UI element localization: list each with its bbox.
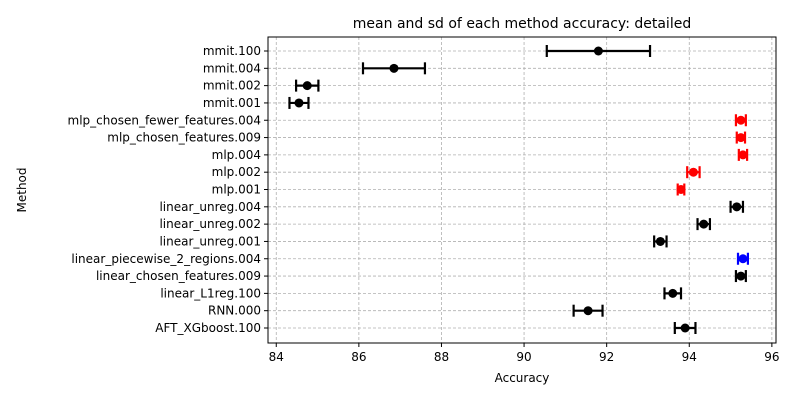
y-tick-label: AFT_XGboost.100 (155, 321, 261, 335)
mean-point (389, 63, 399, 73)
x-tick-label: 88 (434, 350, 449, 364)
errorbar-linear-unreg-002 (696, 218, 712, 231)
x-tick-label: 90 (516, 350, 531, 364)
errorbar-linear-unreg-001 (653, 235, 668, 248)
errorbar-mlp-004 (737, 148, 749, 161)
errorbar-mmit-002 (294, 79, 320, 92)
grid (268, 37, 776, 343)
mean-point (302, 81, 312, 91)
y-tick-label: mlp.002 (212, 165, 261, 179)
errorbar-aft-xgboost-100 (673, 322, 697, 334)
mean-point (738, 254, 748, 264)
x-tick-label: 96 (764, 350, 779, 364)
y-tick-label: linear_L1reg.100 (160, 286, 261, 300)
y-tick-label: mlp.001 (212, 183, 261, 197)
x-tick-label: 84 (269, 350, 284, 364)
errorbar-linear-chosen-features-009 (734, 270, 747, 283)
errorbar-mlp-chosen-features-009 (735, 131, 747, 144)
mean-point (738, 150, 748, 160)
errorbar-linear-l1reg-100 (663, 287, 683, 300)
y-tick-label: mmit.004 (203, 61, 261, 75)
mean-point (732, 202, 742, 212)
y-tick-label: linear_unreg.001 (159, 234, 261, 248)
x-tick-label: 86 (351, 350, 366, 364)
y-tick-label: linear_piecewise_2_regions.004 (71, 252, 261, 266)
errorbar-linear-unreg-004 (729, 200, 745, 213)
y-axis-ticks: mmit.100 mmit.004 mmit.002 mmit.001 mlp_chos… (68, 44, 268, 335)
plot-marks (288, 45, 750, 334)
y-axis-label: Method (15, 167, 29, 212)
errorbar-mmit-004 (361, 62, 427, 75)
y-tick-label: mlp.004 (212, 148, 261, 162)
y-tick-label: mmit.001 (203, 96, 261, 110)
errorbar-mlp-001 (676, 183, 686, 196)
mean-point (688, 167, 698, 177)
errorbar-mmit-001 (288, 96, 310, 109)
y-tick-label: linear_unreg.004 (159, 200, 261, 214)
errorbar-mlp-002 (686, 166, 701, 179)
mean-point (736, 271, 746, 281)
y-tick-label: linear_chosen_features.009 (96, 269, 261, 283)
errorbar-linear-piecewise-2-regions-004 (736, 252, 750, 265)
mean-point (736, 115, 746, 125)
mean-point (655, 236, 665, 246)
errorbar-rnn-000 (572, 304, 604, 317)
y-tick-label: mlp_chosen_fewer_features.004 (68, 113, 261, 127)
y-tick-label: mmit.002 (203, 79, 261, 93)
mean-point (668, 288, 678, 298)
x-axis-ticks: 84 86 88 90 92 94 96 (269, 343, 780, 364)
mean-point (294, 98, 304, 108)
mean-point (680, 323, 690, 333)
plot-frame (267, 36, 777, 344)
x-axis-label: Accuracy (495, 371, 550, 385)
chart-title: mean and sd of each method accuracy: det… (353, 16, 691, 32)
y-tick-label: linear_unreg.002 (159, 217, 261, 231)
y-tick-label: mlp_chosen_features.009 (107, 131, 261, 145)
errorbar-mlp-chosen-fewer-features-004 (734, 114, 747, 127)
mean-point (736, 133, 746, 143)
mean-point (593, 46, 603, 56)
mean-point (699, 219, 709, 229)
mean-point (583, 306, 593, 316)
mean-point (676, 185, 686, 194)
x-tick-label: 92 (599, 350, 614, 364)
errorbar-mmit-100 (545, 45, 652, 57)
y-tick-label: mmit.100 (203, 44, 261, 58)
x-tick-label: 94 (682, 350, 697, 364)
y-tick-label: RNN.000 (208, 304, 261, 318)
